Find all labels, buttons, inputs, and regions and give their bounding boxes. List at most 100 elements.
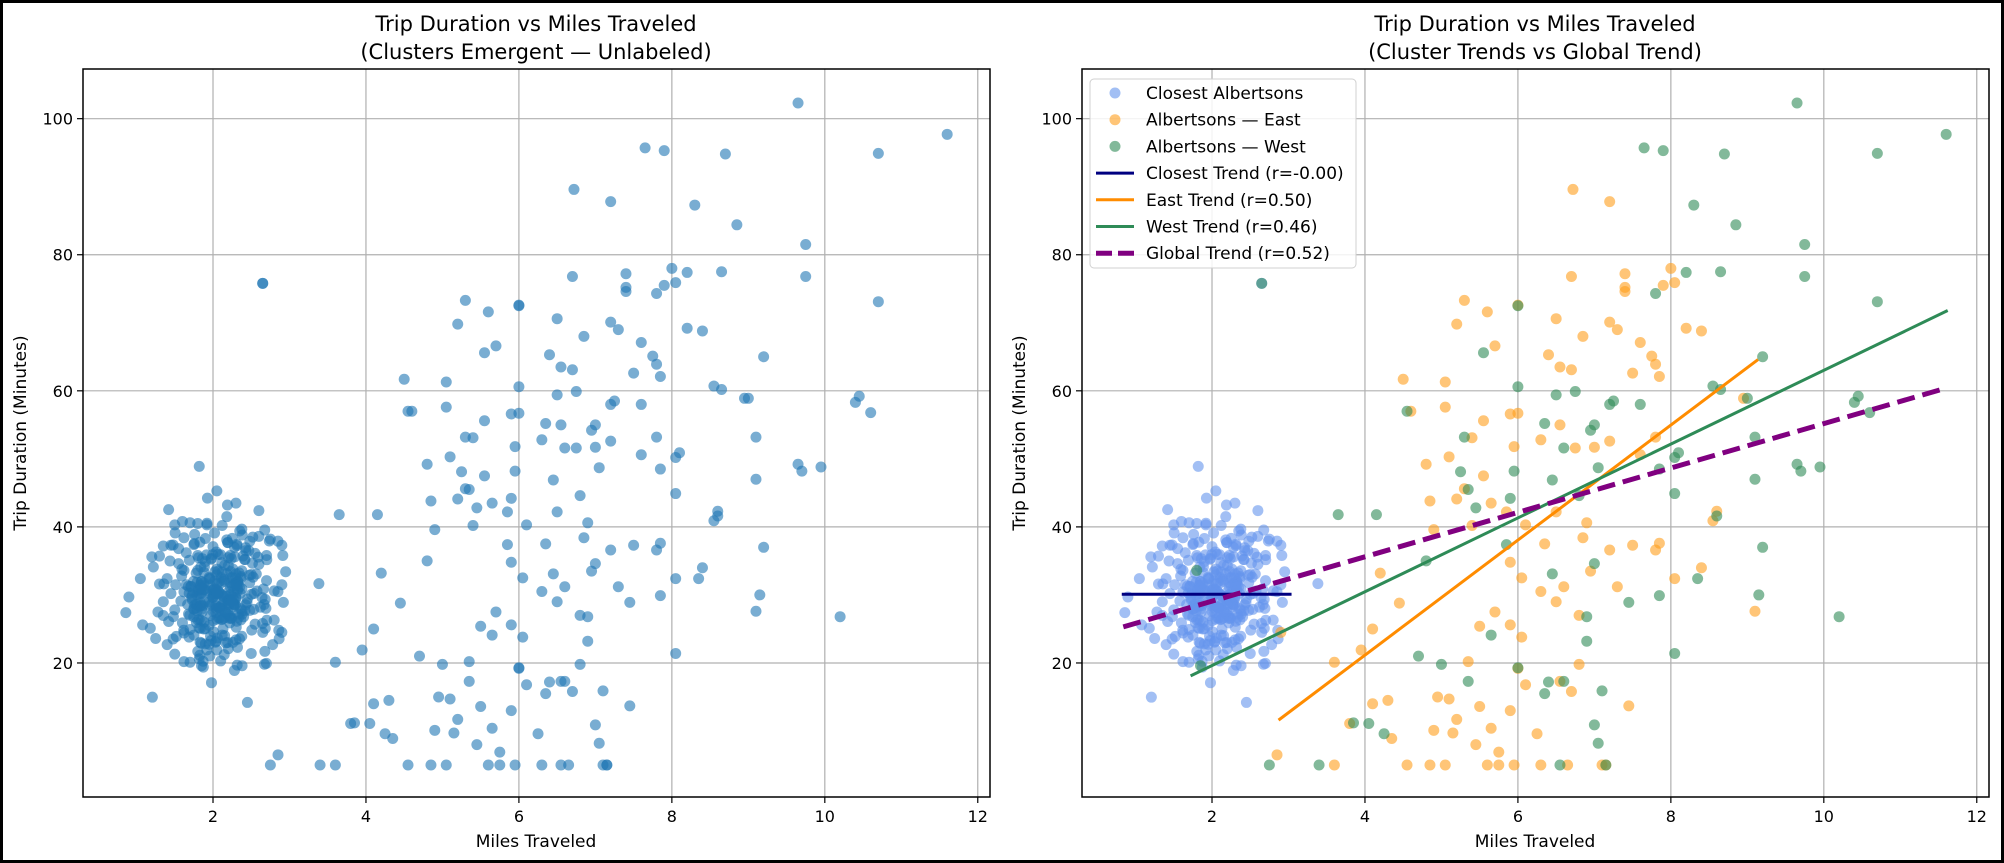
data-point	[280, 566, 292, 578]
data-point	[490, 606, 502, 618]
east-point	[1650, 544, 1662, 556]
data-point	[521, 679, 533, 691]
closest-point	[1146, 561, 1158, 573]
data-point	[750, 431, 762, 443]
east-point	[1493, 759, 1505, 771]
east-point	[1604, 544, 1616, 556]
east-point	[1443, 451, 1455, 463]
y-tick-label: 100	[42, 110, 73, 129]
data-point	[551, 506, 563, 518]
closest-point	[1223, 617, 1235, 629]
closest-point	[1253, 601, 1265, 613]
data-point	[693, 573, 705, 585]
east-point	[1474, 620, 1486, 632]
data-point	[429, 524, 441, 536]
data-point	[800, 239, 812, 251]
closest-point	[1229, 497, 1241, 509]
closest-point	[1248, 618, 1260, 630]
data-point	[261, 549, 273, 561]
closest-point	[1259, 657, 1271, 669]
data-point	[178, 532, 190, 544]
east-point	[1481, 306, 1493, 318]
data-point	[184, 656, 196, 668]
closest-point	[1183, 656, 1195, 668]
data-point	[494, 759, 506, 771]
legend-label: East Trend (r=0.50)	[1146, 191, 1312, 211]
closest-point	[1212, 602, 1224, 614]
east-point	[1493, 746, 1505, 758]
data-point	[157, 596, 169, 608]
y-tick-label: 40	[53, 518, 73, 537]
data-point	[517, 572, 529, 584]
data-point	[612, 581, 624, 593]
closest-point	[1169, 630, 1181, 642]
data-point	[186, 592, 198, 604]
data-point	[624, 596, 636, 608]
data-point	[605, 196, 617, 208]
east-point	[1604, 316, 1616, 328]
data-point	[452, 318, 464, 330]
data-point	[215, 549, 227, 561]
east-point	[1271, 749, 1283, 761]
data-point	[620, 285, 632, 297]
west-point	[1688, 199, 1700, 211]
west-point	[1799, 239, 1811, 251]
closest-point	[1187, 539, 1199, 551]
data-point	[134, 573, 146, 585]
data-point	[444, 451, 456, 463]
data-point	[421, 458, 433, 470]
closest-point	[1163, 555, 1175, 567]
west-point	[1692, 573, 1704, 585]
west-point	[1512, 662, 1524, 674]
closest-point	[1276, 596, 1288, 608]
data-point	[207, 541, 219, 553]
right-xlabel: Miles Traveled	[1475, 832, 1596, 852]
west-point	[1363, 718, 1375, 730]
east-point	[1531, 728, 1543, 740]
closest-point	[1145, 691, 1157, 703]
data-point	[544, 349, 556, 361]
data-point	[670, 647, 682, 659]
data-point	[364, 718, 376, 730]
data-point	[368, 698, 380, 710]
west-point	[1657, 145, 1669, 157]
data-point	[203, 571, 215, 583]
east-point	[1485, 497, 1497, 509]
east-point	[1634, 337, 1646, 349]
closest-point	[1240, 696, 1252, 708]
closest-point	[1168, 527, 1180, 539]
closest-point	[1206, 541, 1218, 553]
data-point	[329, 759, 341, 771]
data-point	[796, 465, 808, 477]
data-point	[486, 497, 498, 509]
data-point	[277, 550, 289, 562]
data-point	[211, 644, 223, 656]
data-point	[199, 638, 211, 650]
data-point	[433, 691, 445, 703]
data-point	[230, 568, 242, 580]
west-point	[1313, 759, 1325, 771]
global-trend-line	[1122, 386, 1945, 630]
data-point	[463, 675, 475, 687]
y-tick-label: 40	[1052, 518, 1072, 537]
west-point	[1749, 431, 1761, 443]
closest-point	[1188, 528, 1200, 540]
data-point	[670, 451, 682, 463]
west-point	[1263, 759, 1275, 771]
data-point	[444, 693, 456, 705]
east-point	[1516, 572, 1528, 584]
closest-point	[1189, 616, 1201, 628]
east-point	[1543, 349, 1555, 361]
left-ticks: 2 4 6 8 10 12 20 40 60 80 100	[42, 110, 987, 826]
west-point	[1680, 266, 1692, 278]
west-point	[1588, 558, 1600, 570]
west-point	[1634, 398, 1646, 410]
data-point	[260, 657, 272, 669]
east-point	[1695, 325, 1707, 337]
data-point	[521, 519, 533, 531]
data-point	[582, 517, 594, 529]
east-point	[1420, 458, 1432, 470]
data-point	[196, 603, 208, 615]
west-point	[1412, 650, 1424, 662]
closest-point	[1175, 617, 1187, 629]
